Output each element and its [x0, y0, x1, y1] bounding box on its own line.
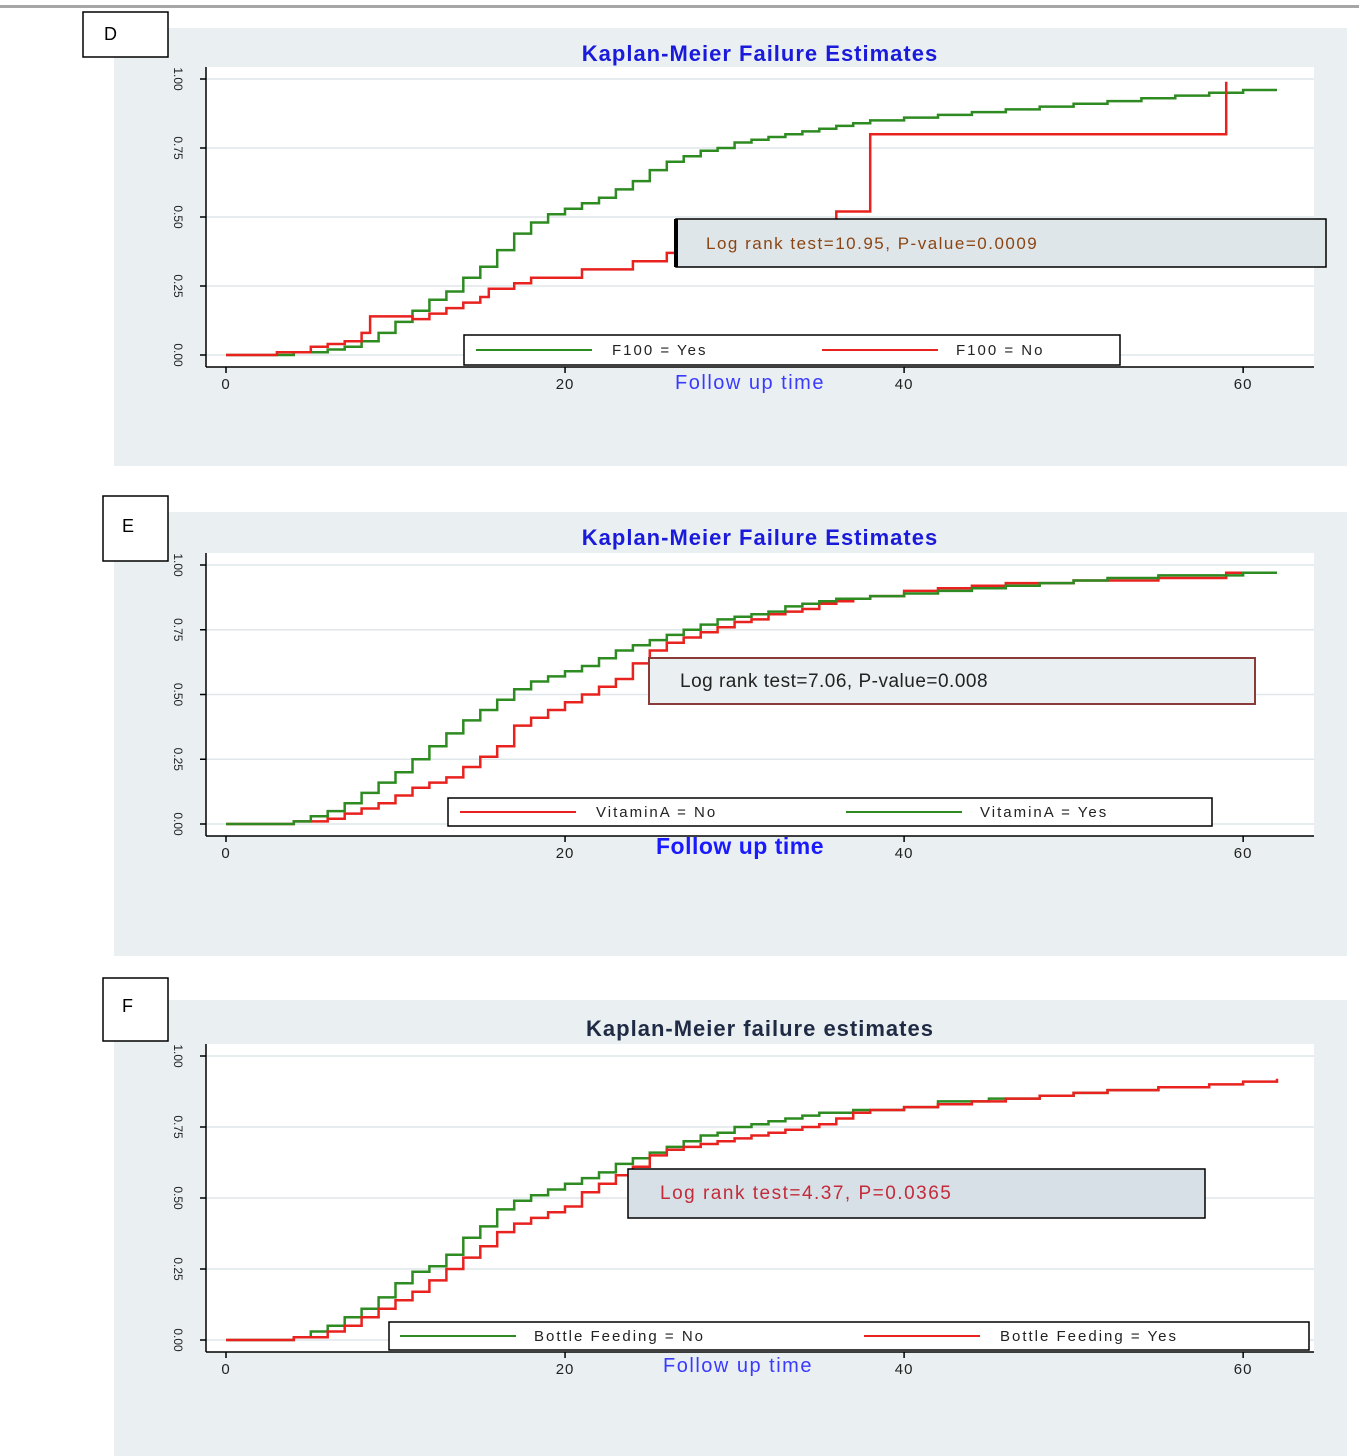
- x-tick-label: 60: [1234, 1361, 1253, 1378]
- legend-box: [388, 1321, 1310, 1351]
- panel-e-chart: E Kaplan-Meier Failure Estimates 0 20 40 60…: [102, 495, 1347, 956]
- panel-label-box: [102, 977, 169, 1042]
- x-axis-label: Follow up time: [675, 372, 825, 394]
- legend-entry-1: VitaminA = No: [596, 804, 717, 821]
- legend-entry-1: F100 = Yes: [612, 342, 707, 359]
- annotation: Log rank test=4.37, P=0.0365: [627, 1168, 1206, 1219]
- panel-label-box: [82, 11, 169, 58]
- x-tick-label: 20: [556, 845, 575, 862]
- legend-entry-1: Bottle Feeding = No: [534, 1328, 705, 1345]
- x-tick-label: 60: [1234, 376, 1253, 393]
- annotation-box: [648, 657, 1256, 705]
- y-tick-label: 0.50: [171, 1186, 185, 1210]
- y-tick-label: 0.50: [171, 683, 185, 707]
- legend: Bottle Feeding = No Bottle Feeding = Yes: [388, 1321, 1310, 1351]
- annotation-left-edge: [674, 219, 678, 267]
- y-tick-label: 1.00: [171, 553, 185, 577]
- y-tick-label: 0.00: [171, 1328, 185, 1352]
- y-tick-label: 0.75: [171, 618, 185, 642]
- series-line-2: [226, 1078, 1279, 1342]
- legend-entry-2: F100 = No: [956, 342, 1044, 359]
- panel-label: F: [122, 996, 133, 1016]
- panel-d-chart: D Kaplan-Meier Failure Estimates 0 20 40 60…: [82, 11, 1347, 466]
- top-rule: [0, 5, 1359, 8]
- panel-label: D: [104, 24, 117, 44]
- x-tick-label: 40: [895, 376, 914, 393]
- y-tick-label: 0.50: [171, 205, 185, 229]
- x-tick-label: 20: [556, 1361, 575, 1378]
- panel-label: E: [122, 516, 134, 536]
- y-tick-label: 0.25: [171, 1257, 185, 1281]
- x-tick-label: 40: [895, 1361, 914, 1378]
- y-tick-label: 0.25: [171, 748, 185, 772]
- legend-entry-2: Bottle Feeding = Yes: [1000, 1328, 1178, 1345]
- annotation-box: [627, 1168, 1206, 1219]
- annotation-text: Log rank test=10.95, P-value=0.0009: [706, 234, 1038, 253]
- legend: VitaminA = No VitaminA = Yes: [447, 797, 1213, 827]
- y-tick-label: 0.75: [171, 1115, 185, 1139]
- y-tick-label: 0.00: [171, 343, 185, 367]
- chart-title: Kaplan-Meier failure estimates: [586, 1016, 934, 1041]
- y-tick-label: 1.00: [171, 1044, 185, 1068]
- chart-title: Kaplan-Meier Failure Estimates: [582, 41, 938, 66]
- y-tick-label: 1.00: [171, 67, 185, 91]
- legend: F100 = Yes F100 = No: [463, 334, 1121, 366]
- x-axis-label: Follow up time: [663, 1355, 813, 1377]
- legend-entry-2: VitaminA = Yes: [980, 804, 1108, 821]
- x-axis-label: Follow up time: [656, 833, 824, 859]
- x-tick-label: 0: [221, 1361, 230, 1378]
- x-tick-label: 40: [895, 845, 914, 862]
- y-tick-label: 0.00: [171, 812, 185, 836]
- series-line-1: [226, 88, 1277, 357]
- x-tick-label: 20: [556, 376, 575, 393]
- annotation-text: Log rank test=7.06, P-value=0.008: [680, 671, 988, 692]
- x-tick-label: 0: [221, 845, 230, 862]
- chart-title: Kaplan-Meier Failure Estimates: [582, 525, 938, 550]
- series-line-2: [226, 571, 1277, 826]
- annotation-text: Log rank test=4.37, P=0.0365: [660, 1183, 952, 1204]
- annotation: Log rank test=7.06, P-value=0.008: [648, 657, 1256, 705]
- annotation: Log rank test=10.95, P-value=0.0009: [674, 218, 1327, 268]
- x-tick-label: 0: [221, 376, 230, 393]
- y-tick-label: 0.75: [171, 136, 185, 160]
- panel-f-chart: F Kaplan-Meier failure estimates 0 20 40 60…: [102, 977, 1347, 1456]
- series-line-1: [226, 571, 1277, 826]
- y-tick-label: 0.25: [171, 274, 185, 298]
- x-tick-label: 60: [1234, 845, 1253, 862]
- panel-label-box: [102, 495, 169, 562]
